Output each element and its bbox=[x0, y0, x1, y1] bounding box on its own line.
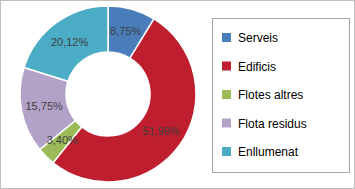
legend-label: Serveis bbox=[238, 31, 278, 45]
chart: 8,75% 51,98% 3,40% 15,75% 20,12% Serveis Edifi… bbox=[0, 0, 355, 189]
legend-swatch bbox=[222, 147, 231, 156]
data-label: 15,75% bbox=[25, 100, 63, 112]
legend-label: Enllumenat bbox=[238, 145, 299, 159]
data-labels: 8,75% 51,98% 3,40% 15,75% 20,12% bbox=[25, 25, 180, 146]
slices bbox=[20, 6, 196, 182]
slice bbox=[24, 6, 108, 81]
legend-label: Edificis bbox=[238, 60, 276, 74]
data-label: 20,12% bbox=[51, 36, 89, 48]
legend-swatch bbox=[222, 90, 231, 99]
legend-swatch bbox=[222, 62, 231, 71]
data-label: 8,75% bbox=[110, 25, 141, 37]
data-label: 3,40% bbox=[47, 134, 78, 146]
legend-swatch bbox=[222, 33, 231, 42]
legend-box bbox=[213, 19, 350, 173]
chart-frame bbox=[1, 1, 355, 189]
data-label: 51,98% bbox=[143, 125, 181, 137]
legend-swatch bbox=[222, 119, 231, 128]
legend: Serveis Edificis Flotes altres Flota residu… bbox=[213, 19, 350, 173]
legend-label: Flotes altres bbox=[238, 88, 303, 102]
legend-label: Flota residus bbox=[238, 117, 307, 131]
